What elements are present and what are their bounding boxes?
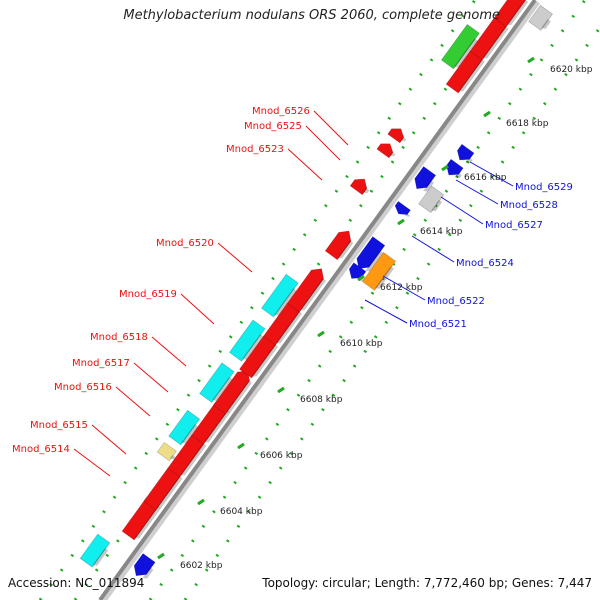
gene-leader-right: [440, 196, 484, 225]
feature-fwd-8: [324, 230, 354, 261]
gene-label-left: Mnod_6519: [119, 289, 177, 300]
kbp-tick-mark: [483, 110, 491, 118]
genes-label: Genes:: [511, 576, 554, 590]
kbp-tick-mark: [277, 386, 285, 394]
feature-rev-3: [414, 166, 437, 192]
feature-outer-5: [156, 441, 177, 462]
feature-fwd-11: [493, 0, 529, 28]
feature-rev-outer-1: [418, 185, 445, 214]
gene-features: [79, 0, 553, 579]
gene-leader-right: [382, 275, 426, 301]
length-value: 7,772,460 bp;: [423, 576, 509, 590]
feature-rev-outer-3: [457, 143, 475, 163]
feature-outer-4: [261, 273, 299, 318]
gene-label-right: Mnod_6524: [456, 258, 514, 269]
accession-info: Accession: NC_011894: [8, 576, 144, 590]
kbp-tick-label: 6602 kbp: [180, 561, 223, 571]
kbp-tick-mark: [441, 164, 449, 172]
feature-fwd-7: [286, 268, 327, 313]
gene-label-right: Mnod_6522: [427, 296, 485, 307]
kbp-tick-label: 6608 kbp: [300, 395, 343, 405]
feature-rev-4: [394, 200, 411, 217]
gene-leader-left: [217, 242, 253, 273]
kbp-tick-mark: [157, 552, 165, 560]
feature-rev-outer-2: [446, 158, 464, 178]
gene-leader-left: [180, 293, 215, 325]
gene-label-left: Mnod_6517: [72, 358, 130, 369]
kbp-tick-label: 6610 kbp: [340, 339, 383, 349]
genes-value: 7,447: [557, 576, 592, 590]
feature-outer-8: [376, 143, 396, 159]
kbp-tick-label: 6612 kbp: [380, 283, 423, 293]
gene-label-left: Mnod_6520: [156, 238, 214, 249]
gene-leader-right: [455, 179, 499, 205]
axis-line: [98, 0, 537, 600]
kbp-tick-mark: [527, 56, 535, 64]
feature-outer-0: [79, 533, 111, 568]
gene-label-left: Mnod_6526: [252, 106, 310, 117]
kbp-tick-mark: [197, 498, 205, 506]
kbp-tick-label: 6614 kbp: [420, 227, 463, 237]
kbp-ticks: 6602 kbp 6604 kbp 6606 kbp 6608 kbp 6610 kbp…: [157, 56, 593, 571]
gene-leader-left: [73, 448, 111, 477]
kbp-tick-label: 6618 kbp: [506, 119, 549, 129]
gene-label-left: Mnod_6518: [90, 332, 148, 343]
kbp-tick-label: 6616 kbp: [464, 173, 507, 183]
feature-outer-2: [199, 362, 235, 403]
gene-label-right: Mnod_6527: [485, 220, 543, 231]
topology-label: Topology:: [262, 576, 319, 590]
gene-leader-right: [469, 161, 514, 187]
feature-outer-7: [349, 178, 370, 196]
axis-shadow: [101, 0, 541, 600]
gene-label-left: Mnod_6516: [54, 382, 112, 393]
genome-title: Methylobacterium nodulans ORS 2060, comp…: [123, 8, 500, 23]
gene-leader-left: [115, 386, 151, 417]
gene-leader-left: [133, 362, 169, 393]
label-leaders: [73, 110, 514, 477]
kbp-tick-mark: [317, 330, 325, 338]
accession-value: NC_011894: [75, 576, 145, 590]
feature-rev-1: [356, 236, 386, 272]
feature-outer-1: [168, 409, 201, 446]
kbp-tick-mark: [237, 442, 245, 450]
gene-label-right: Mnod_6529: [515, 182, 573, 193]
guide-inner-right: [148, 0, 587, 600]
gene-label-left: Mnod_6525: [244, 121, 302, 132]
feature-outer-6: [441, 23, 480, 70]
gene-leader-left: [313, 110, 349, 146]
gene-leader-left: [151, 336, 187, 367]
gene-label-right: Mnod_6528: [500, 200, 558, 211]
feature-rev-5: [528, 4, 553, 31]
kbp-tick-label: 6606 kbp: [260, 451, 303, 461]
gene-leader-right: [411, 235, 455, 263]
gene-leader-left: [305, 125, 341, 161]
feature-rev-outer-0: [361, 251, 397, 291]
feature-outer-9: [387, 128, 407, 144]
gene-label-right: Mnod_6521: [409, 319, 467, 330]
gene-leader-right: [364, 299, 408, 324]
gene-labels: Mnod_6526 Mnod_6525 Mnod_6523 Mnod_6520 Mnod…: [12, 106, 573, 455]
genome-axis: [98, 0, 541, 600]
gene-label-left: Mnod_6523: [226, 144, 284, 155]
kbp-tick-label: 6604 kbp: [220, 507, 263, 517]
kbp-tick-mark: [397, 218, 405, 226]
feature-rev-0: [133, 553, 156, 579]
kbp-tick-mark: [357, 274, 365, 282]
gene-leader-left: [91, 424, 127, 455]
gene-leader-left: [287, 148, 323, 181]
kbp-tick-label: 6620 kbp: [550, 65, 593, 75]
feature-outer-3: [229, 319, 266, 362]
gene-label-left: Mnod_6514: [12, 444, 70, 455]
genome-summary: Topology: circular; Length: 7,772,460 bp…: [262, 576, 592, 590]
gene-label-left: Mnod_6515: [30, 420, 88, 431]
length-label: Length:: [374, 576, 421, 590]
topology-value: circular;: [322, 576, 371, 590]
accession-label: Accession:: [8, 576, 72, 590]
